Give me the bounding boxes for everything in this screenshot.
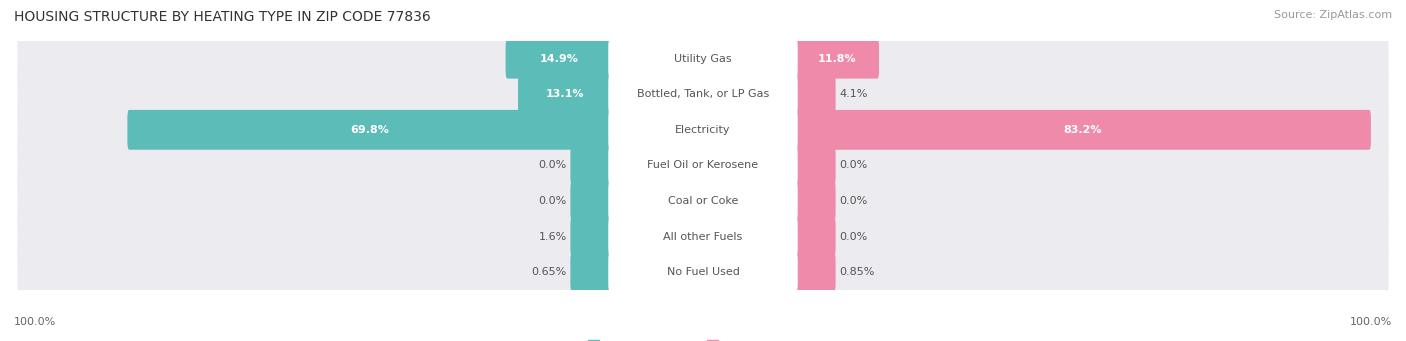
FancyBboxPatch shape <box>609 39 797 79</box>
FancyBboxPatch shape <box>17 202 1389 271</box>
Text: No Fuel Used: No Fuel Used <box>666 267 740 277</box>
Text: 0.0%: 0.0% <box>839 232 868 241</box>
Text: 0.65%: 0.65% <box>531 267 567 277</box>
FancyBboxPatch shape <box>571 217 612 256</box>
Text: Electricity: Electricity <box>675 125 731 135</box>
Text: All other Fuels: All other Fuels <box>664 232 742 241</box>
FancyBboxPatch shape <box>609 110 797 150</box>
Text: 1.6%: 1.6% <box>538 232 567 241</box>
FancyBboxPatch shape <box>794 252 835 292</box>
FancyBboxPatch shape <box>794 74 835 114</box>
Text: Source: ZipAtlas.com: Source: ZipAtlas.com <box>1274 10 1392 20</box>
FancyBboxPatch shape <box>17 131 1389 200</box>
FancyBboxPatch shape <box>794 39 879 79</box>
FancyBboxPatch shape <box>17 24 1389 93</box>
FancyBboxPatch shape <box>17 237 1389 307</box>
FancyBboxPatch shape <box>609 252 797 292</box>
FancyBboxPatch shape <box>517 74 612 114</box>
Text: Fuel Oil or Kerosene: Fuel Oil or Kerosene <box>647 160 759 170</box>
Text: 100.0%: 100.0% <box>14 317 56 327</box>
FancyBboxPatch shape <box>506 39 612 79</box>
FancyBboxPatch shape <box>571 146 612 185</box>
Text: 100.0%: 100.0% <box>1350 317 1392 327</box>
Text: 0.0%: 0.0% <box>839 196 868 206</box>
FancyBboxPatch shape <box>609 74 797 114</box>
Text: Coal or Coke: Coal or Coke <box>668 196 738 206</box>
FancyBboxPatch shape <box>17 166 1389 236</box>
FancyBboxPatch shape <box>571 181 612 221</box>
Text: 4.1%: 4.1% <box>839 89 868 99</box>
Text: 69.8%: 69.8% <box>350 125 389 135</box>
FancyBboxPatch shape <box>128 110 612 150</box>
Text: 13.1%: 13.1% <box>546 89 583 99</box>
FancyBboxPatch shape <box>609 181 797 221</box>
FancyBboxPatch shape <box>17 59 1389 129</box>
Text: Utility Gas: Utility Gas <box>675 54 731 64</box>
FancyBboxPatch shape <box>609 146 797 185</box>
Text: 0.85%: 0.85% <box>839 267 875 277</box>
FancyBboxPatch shape <box>794 146 835 185</box>
FancyBboxPatch shape <box>17 95 1389 165</box>
Text: 11.8%: 11.8% <box>817 54 856 64</box>
Text: 0.0%: 0.0% <box>839 160 868 170</box>
Text: 83.2%: 83.2% <box>1063 125 1102 135</box>
FancyBboxPatch shape <box>794 217 835 256</box>
FancyBboxPatch shape <box>571 252 612 292</box>
FancyBboxPatch shape <box>794 181 835 221</box>
Text: 0.0%: 0.0% <box>538 196 567 206</box>
Legend: Owner-occupied, Renter-occupied: Owner-occupied, Renter-occupied <box>585 337 821 341</box>
FancyBboxPatch shape <box>609 217 797 256</box>
Text: 14.9%: 14.9% <box>540 54 578 64</box>
Text: 0.0%: 0.0% <box>538 160 567 170</box>
FancyBboxPatch shape <box>794 110 1371 150</box>
Text: HOUSING STRUCTURE BY HEATING TYPE IN ZIP CODE 77836: HOUSING STRUCTURE BY HEATING TYPE IN ZIP… <box>14 10 430 24</box>
Text: Bottled, Tank, or LP Gas: Bottled, Tank, or LP Gas <box>637 89 769 99</box>
